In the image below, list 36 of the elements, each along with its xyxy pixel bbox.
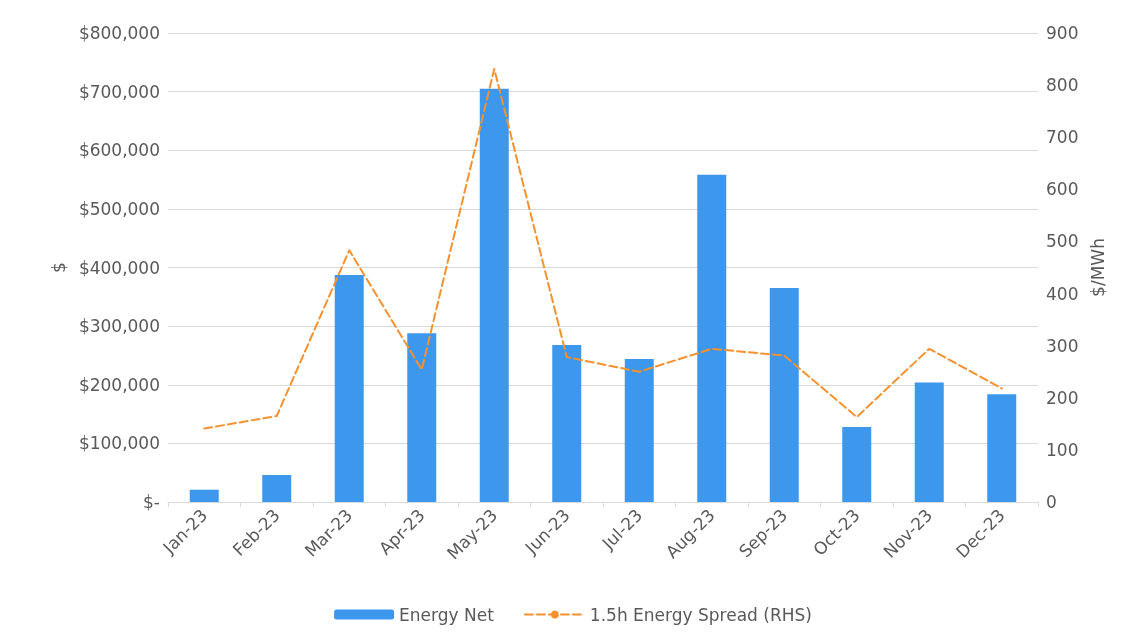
y2-tick-label: 400	[1046, 283, 1079, 304]
y2-tick-label: 500	[1046, 231, 1079, 252]
line-series	[203, 67, 1003, 430]
y2-tick-label: 0	[1046, 492, 1057, 512]
y-tick-label: $300,000	[78, 316, 160, 337]
y-tick-label: $600,000	[78, 140, 160, 161]
y-tick-label: $100,000	[78, 433, 160, 454]
y2-tick-label: 900	[1046, 23, 1079, 43]
y2-tick-label: 800	[1046, 75, 1079, 96]
y-tick-label: $400,000	[78, 257, 160, 278]
bar	[262, 475, 292, 502]
y2-tick-label: 700	[1046, 127, 1079, 148]
y-tick-label: $800,000	[78, 23, 160, 43]
y-tick-label: $-	[143, 492, 160, 512]
y-tick-label: $200,000	[78, 374, 160, 395]
legend-label: 1.5h Energy Spread (RHS)	[589, 604, 812, 625]
y2-tick-label: 100	[1046, 439, 1079, 460]
bar	[914, 382, 944, 502]
bar	[842, 426, 872, 502]
bar	[987, 394, 1017, 502]
bar	[552, 344, 582, 502]
bar	[769, 288, 799, 502]
y2-tick-label: 600	[1046, 179, 1079, 200]
y2-tick-label: 300	[1046, 335, 1079, 356]
y2-axis-title: $/MWh	[1087, 238, 1108, 297]
bar	[334, 275, 364, 502]
bar	[697, 174, 727, 502]
legend-label: Energy Net	[399, 604, 495, 625]
y-axis-title: $	[49, 262, 70, 273]
bar	[407, 333, 437, 502]
y-tick-label: $700,000	[78, 81, 160, 102]
bar	[189, 489, 219, 502]
y-tick-label: $500,000	[78, 198, 160, 219]
bar	[624, 358, 654, 502]
bar	[479, 88, 509, 502]
y2-tick-label: 200	[1046, 387, 1079, 408]
